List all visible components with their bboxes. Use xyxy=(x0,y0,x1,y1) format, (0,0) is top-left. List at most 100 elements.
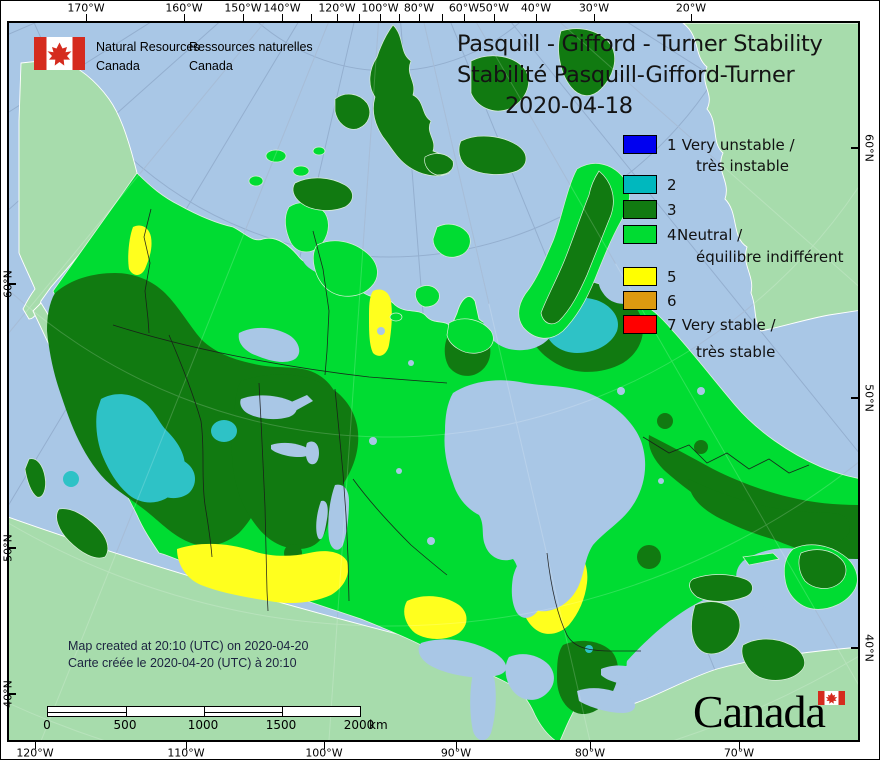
legend-row: 5 xyxy=(623,267,677,286)
axis-label-top: 40°W xyxy=(520,1,552,15)
axis-label-top: 20°W xyxy=(675,1,707,15)
axis-tick-top xyxy=(493,14,495,21)
axis-label-top: 140°W xyxy=(263,1,301,15)
nova-scotia xyxy=(741,638,805,681)
axis-label-right: 50°N xyxy=(862,384,876,412)
southampton-island xyxy=(446,318,494,354)
legend-swatch-7 xyxy=(623,315,657,334)
axis-label-right: 60°N xyxy=(862,134,876,162)
axis-label-bottom: 80°W xyxy=(574,746,606,760)
department-name-fr: Ressources naturelles Canada xyxy=(189,40,313,73)
axis-label-top: 120°W xyxy=(318,1,356,15)
canada-stability-map xyxy=(9,23,858,740)
islands xyxy=(24,24,858,681)
title-line-fr: Stabilité Pasquill-Gifford-Turner xyxy=(457,62,795,88)
title-date: 2020-04-18 xyxy=(505,93,633,119)
axis-tick-top xyxy=(398,14,400,21)
axis-label-top: 50°W xyxy=(478,1,510,15)
axis-label-left: 40°N xyxy=(1,680,15,708)
axis-tick-bottom xyxy=(34,742,36,749)
hudson-bay xyxy=(444,380,646,612)
axis-tick-top xyxy=(418,14,420,21)
axis-label-top: 160°W xyxy=(165,1,203,15)
created-note-fr: Carte créée le 2020-04-20 (UTC) à 20:10 xyxy=(68,656,297,670)
canada-flag-icon xyxy=(34,37,85,74)
axis-tick-top xyxy=(690,14,692,21)
new-brunswick xyxy=(691,601,741,655)
department-name-en: Natural Resources Canada xyxy=(96,40,200,73)
axis-tick-top xyxy=(242,14,244,21)
legend-row: 3 xyxy=(623,200,677,219)
axis-label-top: 60°W xyxy=(448,1,480,15)
axis-label-bottom: 120°W xyxy=(16,746,54,760)
scale-label: 1000 xyxy=(187,718,219,732)
axis-label-left: 60°N xyxy=(1,270,15,298)
axis-tick-bottom xyxy=(455,742,457,749)
legend-row: 2 xyxy=(623,175,677,194)
scale-bar xyxy=(47,706,361,717)
axis-label-bottom: 100°W xyxy=(305,746,343,760)
james-bay xyxy=(511,559,546,618)
axis-label-top: 30°W xyxy=(578,1,610,15)
axis-tick-right xyxy=(851,647,858,649)
legend-sublabel: très stable xyxy=(696,343,776,361)
great-bear-lake xyxy=(238,327,300,362)
scale-label: 1500 xyxy=(265,718,297,732)
axis-tick-right xyxy=(851,397,858,399)
axis-tick-top xyxy=(281,14,283,21)
legend-sublabel: équilibre indifférent xyxy=(696,248,844,266)
vancouver-island xyxy=(56,508,109,559)
scale-label: 500 xyxy=(113,718,137,732)
great-slave-lake xyxy=(240,395,297,420)
axis-label-top: 100°W xyxy=(361,1,399,15)
legend-row: 6 xyxy=(623,291,677,310)
axis-tick-top xyxy=(183,14,185,21)
axis-tick-top xyxy=(336,14,338,21)
legend-sublabel: très instable xyxy=(696,157,790,175)
lake-huron xyxy=(505,654,554,700)
axis-tick-top xyxy=(593,14,595,21)
legend-row: 7 Very stable / xyxy=(623,315,776,334)
axis-tick-bottom xyxy=(323,742,325,749)
axis-tick-left xyxy=(9,547,16,549)
axis-tick-top xyxy=(463,14,465,21)
axis-label-bottom: 110°W xyxy=(167,746,205,760)
wordmark-flag-icon xyxy=(818,690,845,709)
legend-swatch-2 xyxy=(623,175,657,194)
axis-label-right: 40°N xyxy=(862,634,876,662)
devon-island xyxy=(458,135,527,175)
haida-gwaii xyxy=(24,458,46,498)
axis-label-top: 150°W xyxy=(224,1,262,15)
axis-label-bottom: 90°W xyxy=(440,746,472,760)
axis-label-top: 170°W xyxy=(67,1,105,15)
created-note-en: Map created at 20:10 (UTC) on 2020-04-20 xyxy=(68,639,309,653)
legend-row: 4Neutral / xyxy=(623,225,742,244)
axis-tick-right xyxy=(851,147,858,149)
legend-row: 1 Very unstable / xyxy=(623,135,795,154)
legend-swatch-5 xyxy=(623,267,657,286)
axis-label-top: 80°W xyxy=(403,1,435,15)
axis-label-left: 50°N xyxy=(1,534,15,562)
scale-label: 2000 xyxy=(343,718,375,732)
alaska-land xyxy=(18,58,138,320)
title-line-en: Pasquill - Gifford - Turner Stability xyxy=(457,31,823,57)
scale-label: 0 xyxy=(43,718,51,732)
axis-tick-top xyxy=(535,14,537,21)
legend-swatch-3 xyxy=(623,200,657,219)
axis-tick-top xyxy=(441,14,443,21)
scale-unit: km xyxy=(369,718,388,732)
ellesmere-island xyxy=(369,24,451,177)
map-frame xyxy=(7,21,860,742)
axis-tick-bottom xyxy=(738,742,740,749)
axis-tick-top xyxy=(85,14,87,21)
axis-tick-bottom xyxy=(185,742,187,749)
lake-erie xyxy=(577,688,636,713)
axis-tick-left xyxy=(9,693,16,695)
axis-tick-left xyxy=(9,283,16,285)
legend-swatch-4 xyxy=(623,225,657,244)
greenland-land xyxy=(682,23,858,332)
lake-athabasca xyxy=(271,442,311,457)
lake-michigan xyxy=(470,664,496,740)
map-creation-notes: Map created at 20:10 (UTC) on 2020-04-20… xyxy=(68,638,308,672)
